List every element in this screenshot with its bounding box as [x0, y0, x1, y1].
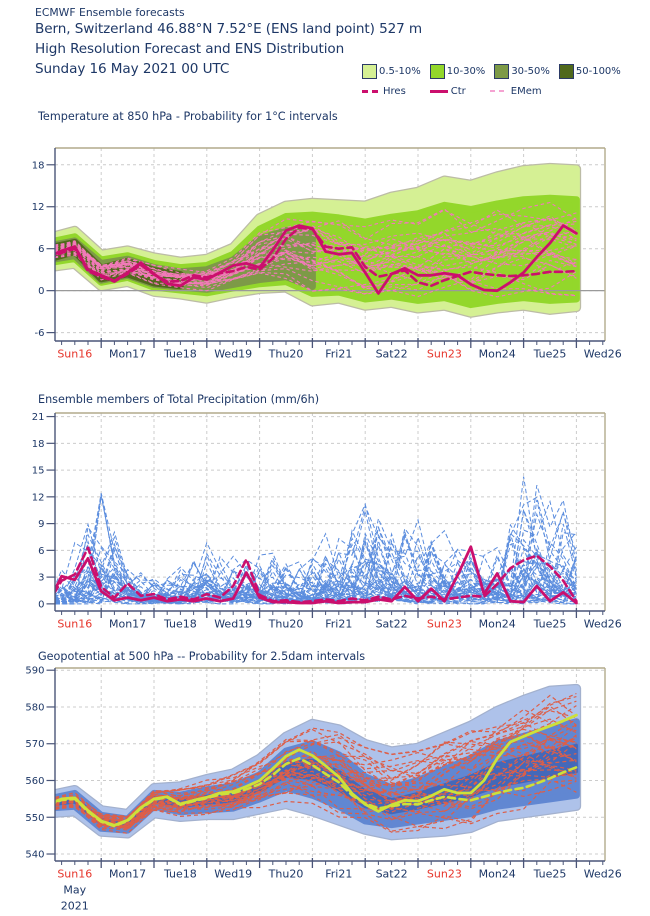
- svg-text:Sun23: Sun23: [427, 868, 462, 881]
- svg-text:Wed19: Wed19: [214, 348, 252, 361]
- svg-text:Sun23: Sun23: [427, 348, 462, 361]
- svg-text:12: 12: [32, 492, 45, 503]
- header-location: Bern, Switzerland 46.88°N 7.52°E (ENS la…: [35, 21, 423, 37]
- svg-text:Wed26: Wed26: [584, 618, 622, 631]
- svg-text:3: 3: [38, 573, 44, 584]
- precipitation-chart: 0 3 6 9 12 15 18 21 Sun16 Mon17 Tue18 Wed19 Thu20 Fri…: [32, 412, 622, 631]
- svg-text:Tue25: Tue25: [533, 348, 567, 361]
- svg-text:540: 540: [25, 850, 44, 861]
- svg-text:Tue18: Tue18: [163, 348, 197, 361]
- band-label: 50-100%: [575, 65, 621, 77]
- svg-text:580: 580: [25, 702, 44, 713]
- svg-text:Mon17: Mon17: [109, 348, 146, 361]
- legend-line-row: Hres Ctr EMem: [362, 83, 647, 99]
- panel-title-geopotential: Geopotential at 500 hPa -- Probability f…: [38, 650, 366, 663]
- header-subtitle: High Resolution Forecast and ENS Distrib…: [35, 41, 345, 57]
- svg-text:560: 560: [25, 776, 44, 787]
- svg-text:2021: 2021: [61, 900, 89, 913]
- svg-text:Fri21: Fri21: [325, 618, 352, 631]
- svg-text:Mon24: Mon24: [479, 348, 516, 361]
- svg-text:Sun16: Sun16: [57, 618, 92, 631]
- line-label: EMem: [510, 85, 542, 97]
- svg-text:Sat22: Sat22: [376, 618, 408, 631]
- svg-text:May: May: [63, 884, 86, 897]
- svg-text:0: 0: [38, 286, 44, 297]
- svg-text:Mon17: Mon17: [109, 618, 146, 631]
- svg-text:18: 18: [32, 160, 45, 171]
- svg-text:590: 590: [25, 666, 44, 677]
- svg-text:-6: -6: [35, 328, 45, 339]
- svg-text:6: 6: [38, 244, 44, 255]
- line-label: Hres: [383, 85, 406, 97]
- legend-band-item: 50-100%: [558, 63, 621, 79]
- band-label: 0.5-10%: [379, 65, 421, 77]
- geopotential-chart: 540 550 560 570 580 590 Sun16 Mon17 Tue18 Wed19 Th…: [25, 666, 622, 913]
- svg-text:Sun16: Sun16: [57, 868, 92, 881]
- svg-text:Mon17: Mon17: [109, 868, 146, 881]
- svg-text:Sat22: Sat22: [376, 868, 408, 881]
- legend-band-item: 0.5-10%: [362, 63, 421, 79]
- svg-text:0: 0: [38, 599, 44, 610]
- legend-band-item: 30-50%: [494, 63, 550, 79]
- legend-line-item: Hres: [362, 86, 406, 97]
- band-swatch-0: [362, 63, 377, 79]
- panel-title-precipitation: Ensemble members of Total Precipitation …: [38, 393, 320, 406]
- svg-text:Wed26: Wed26: [584, 348, 622, 361]
- header-basetime: Sunday 16 May 2021 00 UTC: [35, 61, 230, 77]
- svg-text:Mon24: Mon24: [479, 868, 516, 881]
- svg-text:9: 9: [38, 519, 44, 530]
- temperature-chart: -6 0 6 12 18 Sun16 Mon17 Tue18 Wed19 Thu20 Fri21 Sa…: [32, 147, 622, 361]
- svg-text:Thu20: Thu20: [268, 618, 304, 631]
- emem-line-sample: [489, 90, 508, 92]
- svg-text:Tue18: Tue18: [163, 868, 197, 881]
- svg-text:Fri21: Fri21: [325, 868, 352, 881]
- legend-band-item: 10-30%: [429, 63, 486, 79]
- header-product: ECMWF Ensemble forecasts: [35, 6, 185, 19]
- legend-band-row: 0.5-10% 10-30% 30-50% 50-100%: [362, 63, 647, 79]
- legend-line-item: EMem: [489, 85, 542, 97]
- hres-line-sample: [362, 89, 380, 93]
- svg-text:18: 18: [32, 439, 45, 450]
- band-swatch-2: [494, 63, 510, 79]
- svg-text:Wed19: Wed19: [214, 868, 252, 881]
- svg-text:15: 15: [32, 466, 45, 477]
- svg-text:550: 550: [25, 813, 44, 824]
- probability-legend: 0.5-10% 10-30% 30-50% 50-100% Hres: [362, 63, 647, 99]
- svg-text:Wed26: Wed26: [584, 868, 622, 881]
- svg-text:12: 12: [32, 202, 45, 213]
- svg-text:Sat22: Sat22: [376, 348, 408, 361]
- line-label: Ctr: [450, 85, 466, 97]
- svg-text:Fri21: Fri21: [325, 348, 352, 361]
- svg-text:Tue25: Tue25: [533, 868, 567, 881]
- band-label: 10-30%: [446, 65, 486, 77]
- svg-text:Thu20: Thu20: [268, 348, 304, 361]
- svg-text:Sun16: Sun16: [57, 348, 92, 361]
- svg-text:21: 21: [32, 412, 45, 423]
- svg-text:Mon24: Mon24: [479, 618, 516, 631]
- svg-text:570: 570: [25, 739, 44, 750]
- legend-line-item: Ctr: [429, 85, 466, 97]
- svg-text:6: 6: [38, 546, 44, 557]
- panel-title-temperature: Temperature at 850 hPa - Probability for…: [38, 110, 338, 123]
- svg-text:Wed19: Wed19: [214, 618, 252, 631]
- svg-text:Thu20: Thu20: [268, 868, 304, 881]
- svg-text:Tue18: Tue18: [163, 618, 197, 631]
- svg-text:Sun23: Sun23: [427, 618, 462, 631]
- svg-text:Tue25: Tue25: [533, 618, 567, 631]
- band-label: 30-50%: [511, 65, 550, 77]
- band-swatch-3: [558, 63, 574, 79]
- ctr-line-sample: [429, 89, 448, 93]
- band-swatch-1: [429, 63, 445, 79]
